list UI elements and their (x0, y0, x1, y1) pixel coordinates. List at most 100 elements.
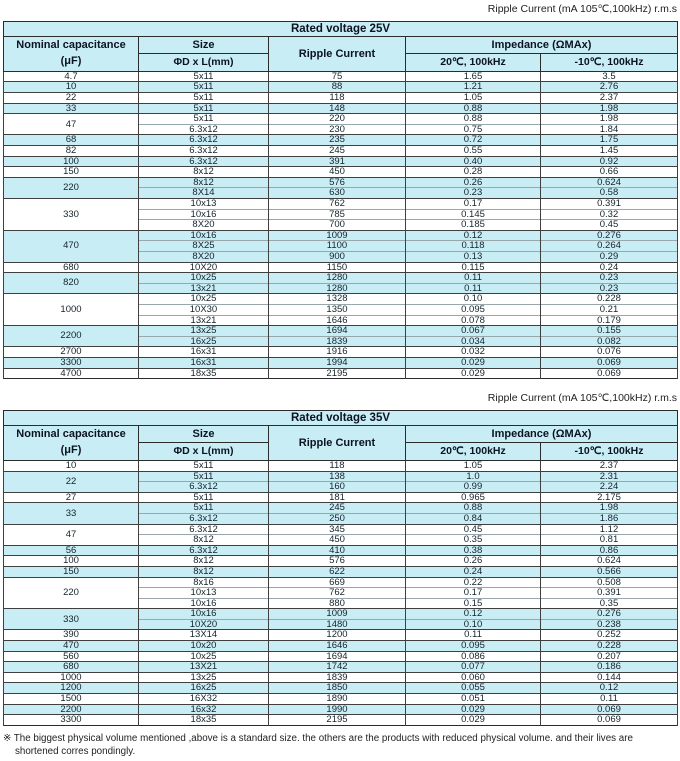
impedance-20c-cell: 0.965 (405, 491, 541, 503)
size-cell: 16x31 (138, 356, 269, 368)
table-row: 27 5x11 181 0.965 2.175 (3, 491, 678, 503)
ripple-current-cell: 148 (268, 102, 406, 114)
table-title: Rated voltage 35V (3, 410, 678, 427)
size-cell: 6.3x12 (138, 155, 269, 167)
impedance-minus10c-cell: 0.069 (540, 356, 678, 368)
impedance-minus10c-cell: 0.144 (540, 671, 678, 683)
ripple-current-cell: 669 (268, 576, 406, 588)
ripple-current-cell: 576 (268, 176, 406, 188)
col-header-size-dimensions: ΦD x L(mm) (138, 52, 269, 72)
size-cell: 10X20 (138, 261, 269, 273)
table-row: 22 5x11 138 1.0 2.31 (3, 470, 678, 493)
ripple-current-cell: 220 (268, 113, 406, 125)
capacitance-cell: 100 (3, 555, 139, 567)
capacitance-cell: 470 (3, 229, 139, 263)
size-cell: 5x11 (138, 70, 269, 82)
impedance-minus10c-cell: 0.29 (540, 250, 678, 263)
size-cell: 5x11 (138, 102, 269, 114)
impedance-20c-cell: 0.88 (405, 502, 541, 514)
table-row: 47 6.3x12 345 0.45 1.12 (3, 523, 678, 546)
size-cell: 10x25 (138, 293, 269, 305)
impedance-20c-cell: 0.11 (405, 272, 541, 284)
table-row: 560 10x25 1694 0.086 0.207 (3, 650, 678, 662)
table-body: 10 5x11 118 1.05 2.37 22 5x11 138 1.0 2.31 6.3x12 1… (3, 459, 678, 726)
ripple-current-cell: 2195 (268, 714, 406, 726)
impedance-minus10c-cell: 0.082 (540, 335, 678, 347)
ripple-current-cell: 1480 (268, 618, 406, 630)
ripple-current-cell: 1694 (268, 650, 406, 662)
size-cell: 8X20 (138, 250, 269, 263)
impedance-20c-cell: 0.38 (405, 544, 541, 556)
size-cell: 6.3x12 (138, 544, 269, 556)
size-cell: 10x20 (138, 640, 269, 652)
ripple-current-cell: 1200 (268, 629, 406, 641)
impedance-minus10c-cell: 0.186 (540, 661, 678, 673)
impedance-minus10c-cell: 0.32 (540, 208, 678, 220)
size-cell: 5x11 (138, 113, 269, 125)
impedance-minus10c-cell: 0.228 (540, 640, 678, 652)
ripple-current-cell: 1100 (268, 240, 406, 252)
impedance-20c-cell: 0.15 (405, 597, 541, 609)
impedance-20c-cell: 0.067 (405, 325, 541, 337)
impedance-minus10c-cell: 0.23 (540, 272, 678, 284)
ripple-current-cell: 1839 (268, 335, 406, 347)
impedance-20c-cell: 0.26 (405, 555, 541, 567)
table-row: 3300 16x31 1994 0.029 0.069 (3, 356, 678, 368)
impedance-20c-cell: 0.029 (405, 703, 541, 715)
ripple-current-cell: 785 (268, 208, 406, 220)
table-row: 150 8x12 622 0.24 0.566 (3, 565, 678, 577)
impedance-minus10c-cell: 0.076 (540, 346, 678, 358)
impedance-20c-cell: 0.051 (405, 693, 541, 705)
footnote-text: The biggest physical volume mentioned ,a… (11, 732, 633, 757)
size-cell: 8x12 (138, 176, 269, 188)
size-cell: 5x11 (138, 502, 269, 514)
table-row: 8X20 700 0.185 0.45 (4, 219, 678, 231)
table-row: 4700 18x35 2195 0.029 0.069 (3, 367, 678, 379)
ripple-current-cell: 1646 (268, 640, 406, 652)
capacitance-cell: 330 (3, 608, 139, 630)
impedance-minus10c-cell: 0.069 (540, 714, 678, 726)
capacitance-cell: 56 (3, 544, 139, 556)
impedance-minus10c-cell: 0.86 (540, 544, 678, 556)
ripple-current-cell: 762 (268, 587, 406, 599)
size-cell: 13X14 (138, 629, 269, 641)
capacitance-cell: 680 (3, 661, 139, 673)
impedance-20c-cell: 0.060 (405, 671, 541, 683)
table-row: 10 5x11 88 1.21 2.76 (3, 81, 678, 93)
impedance-minus10c-cell: 0.238 (540, 618, 678, 630)
table-row: 820 10x25 1280 0.11 0.23 (3, 272, 678, 294)
ripple-current-cell: 160 (268, 481, 406, 493)
size-cell: 13x25 (138, 325, 269, 337)
size-cell: 10X20 (138, 618, 269, 630)
ripple-current-cell: 1350 (268, 303, 406, 316)
capacitance-cell: 2700 (3, 346, 139, 358)
ripple-current-units-label: Ripple Current (mA 105℃,100kHz) r.m.s (487, 3, 677, 15)
table-row: 22 5x11 118 1.05 2.37 (3, 92, 678, 104)
ripple-current-cell: 1990 (268, 703, 406, 715)
impedance-20c-cell: 0.24 (405, 565, 541, 577)
table-row: 2200 16x32 1990 0.029 0.069 (3, 703, 678, 715)
capacitance-cell: 100 (3, 155, 139, 167)
impedance-minus10c-cell: 1.84 (540, 123, 678, 135)
impedance-minus10c-cell: 2.37 (540, 459, 678, 472)
size-cell: 10x16 (138, 608, 269, 620)
size-cell: 5x11 (138, 470, 269, 482)
impedance-20c-cell: 0.22 (405, 576, 541, 588)
impedance-minus10c-cell: 0.391 (540, 198, 678, 210)
size-cell: 16x32 (138, 703, 269, 715)
ripple-current-cell: 345 (268, 523, 406, 535)
ripple-current-cell: 181 (268, 491, 406, 503)
table-row: 100 8x12 576 0.26 0.624 (3, 555, 678, 567)
capacitance-cell: 4700 (3, 367, 139, 379)
impedance-minus10c-cell: 0.179 (540, 314, 678, 326)
impedance-20c-cell: 1.0 (405, 470, 541, 482)
impedance-minus10c-cell: 0.391 (540, 587, 678, 599)
col-header-impedance-minus10c: -10℃, 100kHz (540, 442, 678, 461)
ripple-current-cell: 1890 (268, 693, 406, 705)
impedance-20c-cell: 0.40 (405, 155, 541, 167)
impedance-minus10c-cell: 1.98 (540, 502, 678, 514)
impedance-minus10c-cell: 0.35 (540, 597, 678, 609)
ripple-current-cell: 88 (268, 81, 406, 93)
table-row: 33 5x11 148 0.88 1.98 (3, 102, 678, 114)
